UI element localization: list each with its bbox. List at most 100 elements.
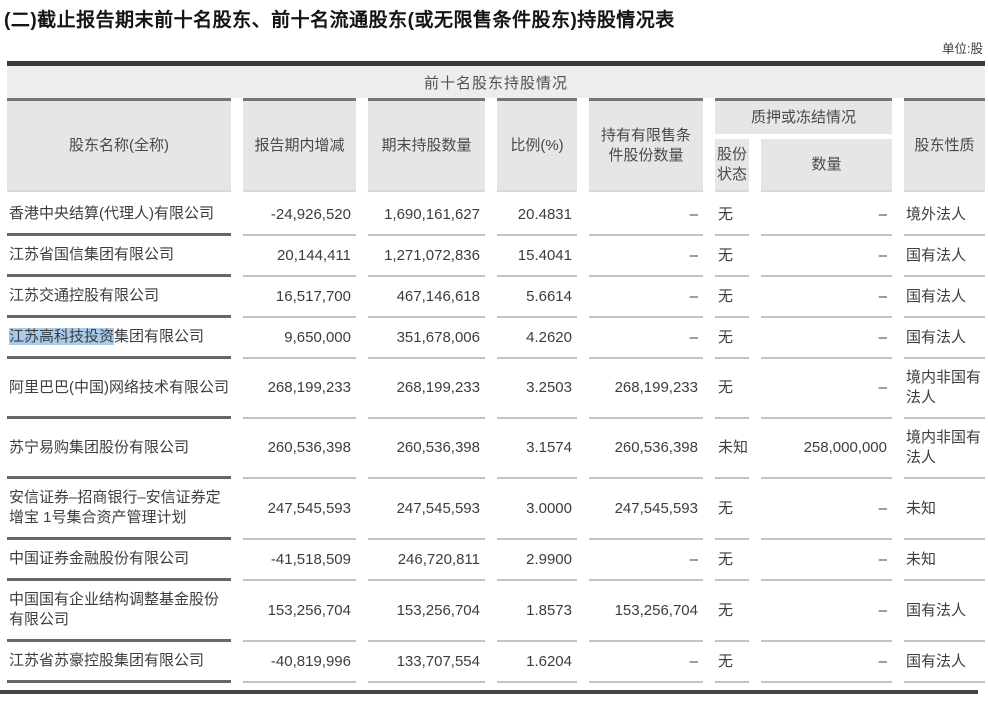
cell-restricted-shares: 260,536,398 xyxy=(589,419,703,479)
cell-pledge-qty: – xyxy=(761,277,892,318)
cell-ratio: 1.8573 xyxy=(497,581,577,642)
table-banner-label: 前十名股东持股情况 xyxy=(423,74,568,92)
cell-end-shares: 351,678,006 xyxy=(368,318,485,359)
cell-shareholder-name: 苏宁易购集团股份有限公司 xyxy=(7,419,231,479)
cell-pledge-status: 无 xyxy=(715,195,749,236)
cell-shareholder-nature: 国有法人 xyxy=(904,581,985,642)
cell-pledge-status: 无 xyxy=(715,540,749,581)
header-period-change: 报告期内增减 xyxy=(243,98,356,192)
highlighted-text: 江苏高科技投资 xyxy=(9,328,115,345)
cell-pledge-qty: – xyxy=(761,642,892,683)
header-end-shares: 期末持股数量 xyxy=(368,98,485,192)
cell-restricted-shares: – xyxy=(589,277,703,318)
cell-pledge-status: 无 xyxy=(715,642,749,683)
cell-shareholder-name: 香港中央结算(代理人)有限公司 xyxy=(7,195,231,236)
cell-shareholder-name: 江苏高科技投资集团有限公司 xyxy=(7,318,231,359)
cell-ratio: 1.6204 xyxy=(497,642,577,683)
cell-pledge-status: 无 xyxy=(715,236,749,277)
table-row: 中国证券金融股份有限公司 -41,518,509 246,720,811 2.9900… xyxy=(7,540,985,581)
table-row: 中国国有企业结构调整基金股份有限公司 153,256,704 153,256,704… xyxy=(7,581,985,642)
header-ratio: 比例(%) xyxy=(497,98,577,192)
cell-shareholder-nature: 未知 xyxy=(904,479,985,540)
cell-shareholder-name: 中国证券金融股份有限公司 xyxy=(7,540,231,581)
table-row: 阿里巴巴(中国)网络技术有限公司 268,199,233 268,199,233 3.… xyxy=(7,359,985,419)
header-pledge-qty: 数量 xyxy=(761,139,892,192)
cell-period-change: 268,199,233 xyxy=(243,359,356,419)
cell-shareholder-nature: 国有法人 xyxy=(904,277,985,318)
header-shareholder-nature: 股东性质 xyxy=(904,98,985,192)
cell-pledge-qty: 258,000,000 xyxy=(761,419,892,479)
cell-ratio: 3.2503 xyxy=(497,359,577,419)
cell-shareholder-nature: 境内非国有法人 xyxy=(904,419,985,479)
cell-shareholder-nature: 境外法人 xyxy=(904,195,985,236)
cell-end-shares: 133,707,554 xyxy=(368,642,485,683)
cell-period-change: 16,517,700 xyxy=(243,277,356,318)
header-pledge-status: 股份状态 xyxy=(715,139,749,192)
cell-end-shares: 246,720,811 xyxy=(368,540,485,581)
cell-end-shares: 467,146,618 xyxy=(368,277,485,318)
shareholders-table: 前十名股东持股情况 股东名称(全称) 报告期内增减 期末持股数量 比例(%) 持… xyxy=(7,61,985,683)
table-row: 香港中央结算(代理人)有限公司 -24,926,520 1,690,161,627 2… xyxy=(7,195,985,236)
cell-shareholder-nature: 国有法人 xyxy=(904,318,985,359)
cell-period-change: 260,536,398 xyxy=(243,419,356,479)
cell-end-shares: 1,690,161,627 xyxy=(368,195,485,236)
cell-ratio: 3.1574 xyxy=(497,419,577,479)
cell-shareholder-name: 中国国有企业结构调整基金股份有限公司 xyxy=(7,581,231,642)
cell-pledge-qty: – xyxy=(761,581,892,642)
cell-restricted-shares: – xyxy=(589,642,703,683)
table-banner: 前十名股东持股情况 xyxy=(7,66,985,98)
cell-shareholder-name: 江苏交通控股有限公司 xyxy=(7,277,231,318)
cell-pledge-qty: – xyxy=(761,236,892,277)
cell-restricted-shares: 247,545,593 xyxy=(589,479,703,540)
unit-label: 单位:股 xyxy=(942,42,983,56)
cell-ratio: 5.6614 xyxy=(497,277,577,318)
cell-period-change: 20,144,411 xyxy=(243,236,356,277)
cell-period-change: -40,819,996 xyxy=(243,642,356,683)
table-row: 安信证券–招商银行–安信证券定增宝 1号集合资产管理计划 247,545,593 2… xyxy=(7,479,985,540)
cell-pledge-status: 无 xyxy=(715,318,749,359)
cell-ratio: 20.4831 xyxy=(497,195,577,236)
cell-shareholder-name: 江苏省苏豪控股集团有限公司 xyxy=(7,642,231,683)
cell-shareholder-name: 安信证券–招商银行–安信证券定增宝 1号集合资产管理计划 xyxy=(7,479,231,540)
cell-ratio: 3.0000 xyxy=(497,479,577,540)
table-row: 苏宁易购集团股份有限公司 260,536,398 260,536,398 3.1574… xyxy=(7,419,985,479)
table-row: 江苏高科技投资集团有限公司 9,650,000 351,678,006 4.2620–… xyxy=(7,318,985,359)
cell-period-change: 153,256,704 xyxy=(243,581,356,642)
table-row: 江苏省苏豪控股集团有限公司 -40,819,996 133,707,554 1.620… xyxy=(7,642,985,683)
cell-restricted-shares: 153,256,704 xyxy=(589,581,703,642)
table-row: 江苏交通控股有限公司 16,517,700 467,146,618 5.6614– 无 –… xyxy=(7,277,985,318)
cell-end-shares: 260,536,398 xyxy=(368,419,485,479)
table-bottom-rule xyxy=(0,690,978,694)
cell-pledge-status: 无 xyxy=(715,581,749,642)
cell-end-shares: 247,545,593 xyxy=(368,479,485,540)
table-row: 江苏省国信集团有限公司 20,144,411 1,271,072,836 15.404… xyxy=(7,236,985,277)
cell-period-change: 9,650,000 xyxy=(243,318,356,359)
cell-pledge-qty: – xyxy=(761,318,892,359)
cell-restricted-shares: – xyxy=(589,540,703,581)
cell-end-shares: 153,256,704 xyxy=(368,581,485,642)
table-body: 香港中央结算(代理人)有限公司 -24,926,520 1,690,161,627 2… xyxy=(7,195,985,683)
cell-period-change: -41,518,509 xyxy=(243,540,356,581)
cell-pledge-status: 未知 xyxy=(715,419,749,479)
cell-restricted-shares: 268,199,233 xyxy=(589,359,703,419)
cell-shareholder-name: 江苏省国信集团有限公司 xyxy=(7,236,231,277)
header-pledge-group: 质押或冻结情况 xyxy=(715,98,892,134)
cell-period-change: -24,926,520 xyxy=(243,195,356,236)
cell-shareholder-name: 阿里巴巴(中国)网络技术有限公司 xyxy=(7,359,231,419)
cell-shareholder-nature: 国有法人 xyxy=(904,642,985,683)
cell-restricted-shares: – xyxy=(589,318,703,359)
cell-end-shares: 1,271,072,836 xyxy=(368,236,485,277)
header-shareholder-name: 股东名称(全称) xyxy=(7,98,231,192)
table-header: 股东名称(全称) 报告期内增减 期末持股数量 比例(%) 持有有限售条件股份数量… xyxy=(7,98,985,192)
cell-pledge-status: 无 xyxy=(715,277,749,318)
page-title: (二)截止报告期末前十名股东、前十名流通股东(或无限售条件股东)持股情况表 xyxy=(4,10,675,31)
cell-shareholder-nature: 未知 xyxy=(904,540,985,581)
cell-period-change: 247,545,593 xyxy=(243,479,356,540)
cell-restricted-shares: – xyxy=(589,236,703,277)
cell-pledge-qty: – xyxy=(761,479,892,540)
cell-pledge-qty: – xyxy=(761,359,892,419)
header-restricted-shares: 持有有限售条件股份数量 xyxy=(589,98,703,192)
cell-ratio: 15.4041 xyxy=(497,236,577,277)
cell-restricted-shares: – xyxy=(589,195,703,236)
